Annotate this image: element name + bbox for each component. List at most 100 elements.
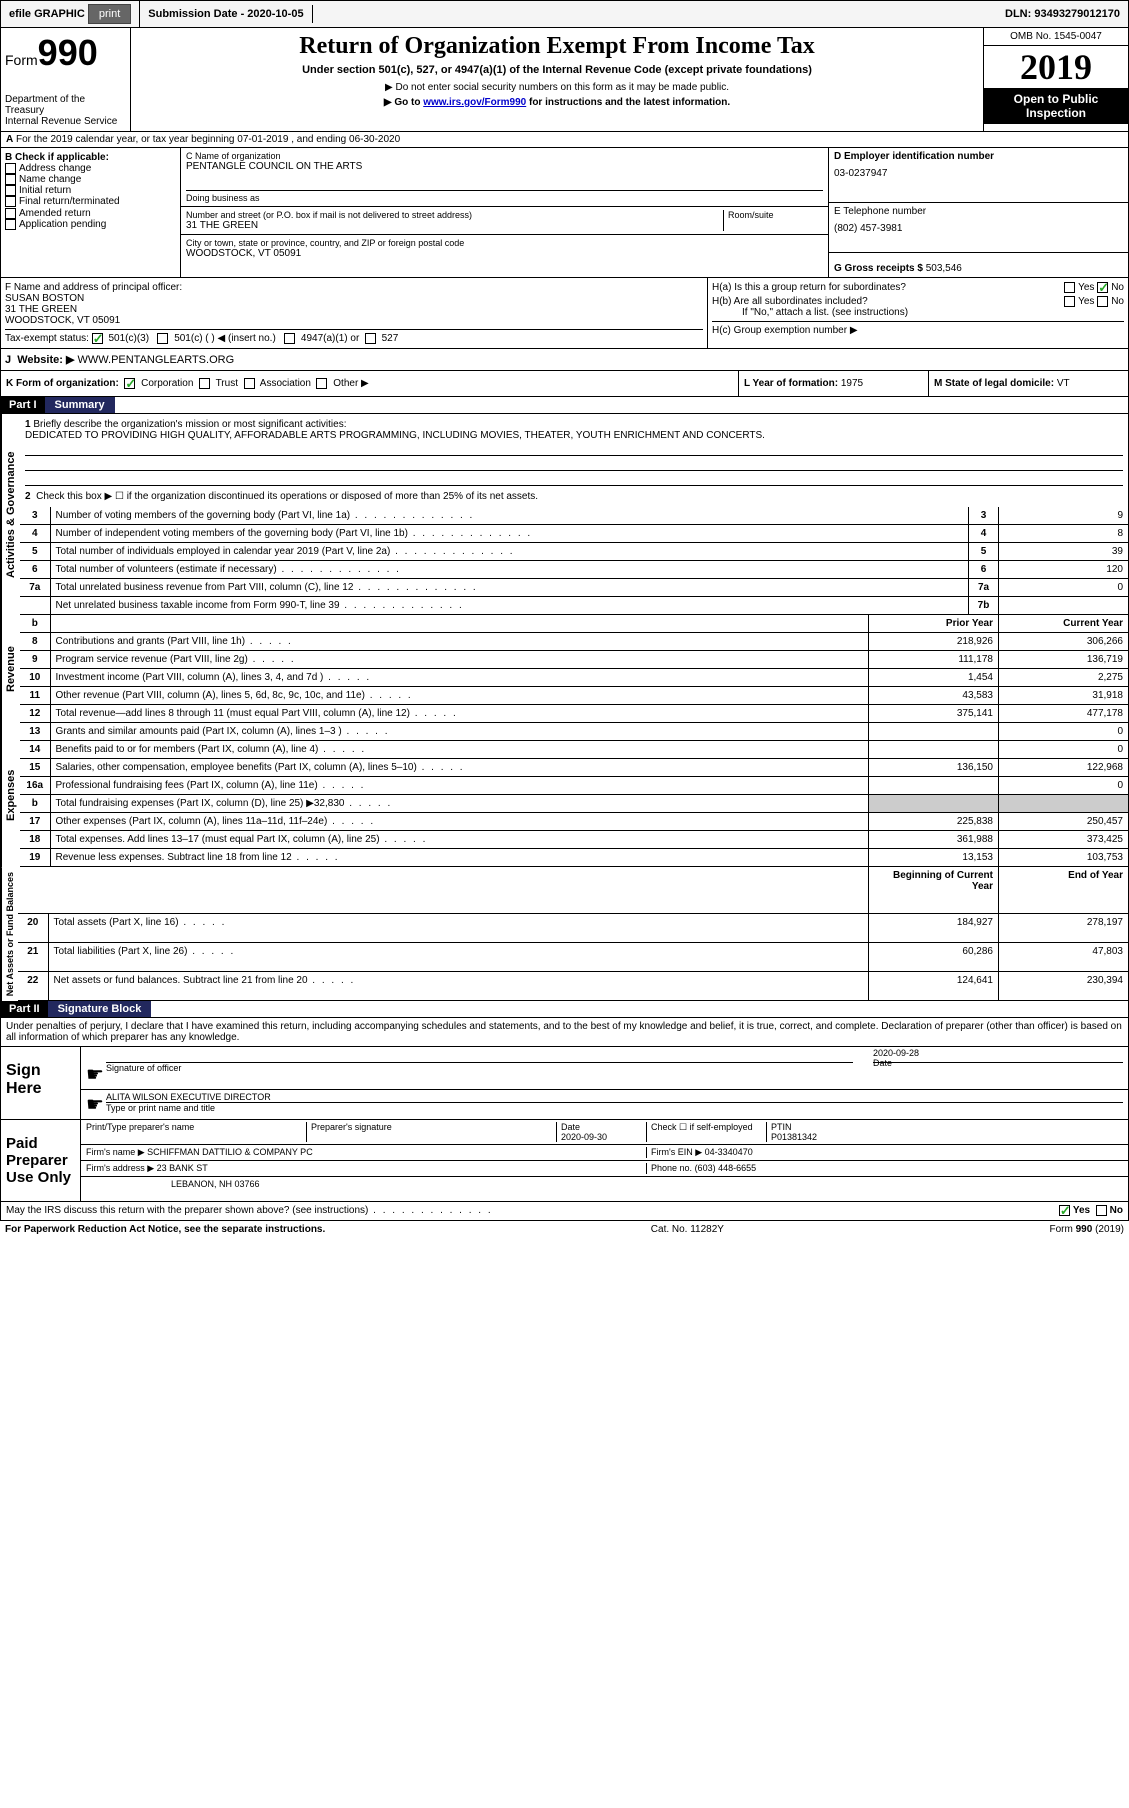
addr-label: Number and street (or P.O. box if mail i… bbox=[186, 210, 723, 220]
table-row: 19Revenue less expenses. Subtract line 1… bbox=[20, 849, 1129, 867]
check-corp[interactable] bbox=[124, 378, 135, 389]
check-assoc[interactable] bbox=[244, 378, 255, 389]
phone-cell: E Telephone number (802) 457-3981 bbox=[829, 203, 1128, 253]
officer-label: F Name and address of principal officer: bbox=[5, 282, 703, 293]
hb-yes[interactable] bbox=[1064, 296, 1075, 307]
ha-yes[interactable] bbox=[1064, 282, 1075, 293]
table-row: 10Investment income (Part VIII, column (… bbox=[20, 669, 1129, 687]
expenses-section: Expenses 13Grants and similar amounts pa… bbox=[0, 723, 1129, 867]
check-527[interactable] bbox=[365, 333, 376, 344]
table-row: 11Other revenue (Part VIII, column (A), … bbox=[20, 687, 1129, 705]
discuss-label: May the IRS discuss this return with the… bbox=[6, 1205, 493, 1216]
table-row: 12Total revenue—add lines 8 through 11 (… bbox=[20, 705, 1129, 723]
sig-officer-label: Signature of officer bbox=[106, 1062, 853, 1087]
open-public-badge: Open to Public Inspection bbox=[984, 88, 1128, 124]
row-klm: K Form of organization: Corporation Trus… bbox=[0, 371, 1129, 397]
firm-addr: 23 BANK ST bbox=[157, 1163, 208, 1173]
gross-value: 503,546 bbox=[926, 263, 962, 274]
row-j: J Website: ▶ WWW.PENTANGLEARTS.ORG bbox=[0, 349, 1129, 371]
q2: 2 Check this box ▶ ☐ if the organization… bbox=[25, 491, 1123, 502]
omb-number: OMB No. 1545-0047 bbox=[984, 28, 1128, 46]
col-d: D Employer identification number 03-0237… bbox=[828, 148, 1128, 277]
prior-year-header: Prior Year bbox=[869, 615, 999, 633]
officer-addr1: 31 THE GREEN bbox=[5, 304, 703, 315]
mission-text: DEDICATED TO PROVIDING HIGH QUALITY, AFF… bbox=[25, 430, 765, 441]
firm-phone-label: Phone no. bbox=[651, 1163, 692, 1173]
mission-box: 1 Briefly describe the organization's mi… bbox=[20, 414, 1129, 507]
check-501c[interactable] bbox=[157, 333, 168, 344]
table-row: 17Other expenses (Part IX, column (A), l… bbox=[20, 813, 1129, 831]
discuss-yes[interactable] bbox=[1059, 1205, 1070, 1216]
table-row: 18Total expenses. Add lines 13–17 (must … bbox=[20, 831, 1129, 849]
footer: For Paperwork Reduction Act Notice, see … bbox=[0, 1221, 1129, 1238]
table-row: 21Total liabilities (Part X, line 26)60,… bbox=[18, 943, 1129, 972]
ptin-value: P01381342 bbox=[771, 1132, 817, 1142]
form-title: Return of Organization Exempt From Incom… bbox=[136, 33, 978, 60]
cat-no: Cat. No. 11282Y bbox=[651, 1224, 724, 1235]
tax-status-label: Tax-exempt status: bbox=[5, 333, 89, 344]
check-other[interactable] bbox=[316, 378, 327, 389]
row-i: Tax-exempt status: 501(c)(3) 501(c) ( ) … bbox=[5, 329, 703, 344]
submission-cell: Submission Date - 2020-10-05 bbox=[140, 5, 312, 23]
check-amended[interactable]: Amended return bbox=[5, 208, 176, 219]
firm-city: LEBANON, NH 03766 bbox=[81, 1177, 1128, 1191]
ein-cell: D Employer identification number 03-0237… bbox=[829, 148, 1128, 203]
col-l: L Year of formation: 1975 bbox=[738, 371, 928, 396]
check-pending[interactable]: Application pending bbox=[5, 219, 176, 230]
gross-cell: G Gross receipts $ 503,546 bbox=[829, 253, 1128, 277]
part1-header: Part I Summary bbox=[0, 397, 1129, 414]
col-f: F Name and address of principal officer:… bbox=[1, 278, 708, 348]
gross-label: G Gross receipts $ bbox=[834, 263, 923, 274]
col-m: M State of legal domicile: VT bbox=[928, 371, 1128, 396]
hb-no[interactable] bbox=[1097, 296, 1108, 307]
city-cell: City or town, state or province, country… bbox=[181, 235, 828, 262]
irs-link[interactable]: www.irs.gov/Form990 bbox=[423, 97, 526, 108]
ptin-label: PTIN bbox=[771, 1122, 792, 1132]
part1-label: Part I bbox=[1, 397, 45, 413]
sign-date: 2020-09-28 bbox=[873, 1048, 1123, 1058]
sign-here-label: Sign Here bbox=[1, 1047, 81, 1119]
org-city: WOODSTOCK, VT 05091 bbox=[186, 248, 823, 259]
tax-year: 2019 bbox=[984, 46, 1128, 88]
revenue-section: Revenue bPrior YearCurrent Year 8Contrib… bbox=[0, 615, 1129, 723]
discuss-no[interactable] bbox=[1096, 1205, 1107, 1216]
check-initial[interactable]: Initial return bbox=[5, 185, 176, 196]
check-4947[interactable] bbox=[284, 333, 295, 344]
table-row: 13Grants and similar amounts paid (Part … bbox=[20, 723, 1129, 741]
table-row: 4Number of independent voting members of… bbox=[20, 525, 1129, 543]
check-final[interactable]: Final return/terminated bbox=[5, 196, 176, 207]
website-label: Website: ▶ bbox=[17, 354, 74, 366]
main-info: B Check if applicable: Address change Na… bbox=[0, 148, 1129, 278]
print-button[interactable]: print bbox=[88, 4, 131, 24]
prep-date-label: Date bbox=[561, 1122, 580, 1132]
table-row: 5Total number of individuals employed in… bbox=[20, 543, 1129, 561]
part2-header: Part II Signature Block bbox=[0, 1001, 1129, 1018]
check-trust[interactable] bbox=[199, 378, 210, 389]
netassets-table: Beginning of Current YearEnd of Year 20T… bbox=[18, 867, 1129, 1001]
room-label: Room/suite bbox=[723, 210, 823, 231]
vert-governance: Activities & Governance bbox=[1, 414, 20, 615]
check-address[interactable]: Address change bbox=[5, 163, 176, 174]
begin-year-header: Beginning of Current Year bbox=[869, 867, 999, 913]
end-year-header: End of Year bbox=[999, 867, 1129, 913]
prep-name-label: Print/Type preparer's name bbox=[86, 1122, 306, 1142]
spacer bbox=[313, 11, 997, 17]
current-year-header: Current Year bbox=[999, 615, 1129, 633]
firm-ein-label: Firm's EIN ▶ bbox=[651, 1147, 702, 1157]
col-c: C Name of organization PENTANGLE COUNCIL… bbox=[181, 148, 828, 277]
table-row: 8Contributions and grants (Part VIII, li… bbox=[20, 633, 1129, 651]
org-name-label: C Name of organization bbox=[186, 151, 823, 161]
prep-date: 2020-09-30 bbox=[561, 1132, 607, 1142]
table-row: Net unrelated business taxable income fr… bbox=[20, 597, 1129, 615]
check-name[interactable]: Name change bbox=[5, 174, 176, 185]
h-c: H(c) Group exemption number ▶ bbox=[712, 321, 1124, 336]
firm-ein: 04-3340470 bbox=[705, 1147, 753, 1157]
firm-addr-label: Firm's address ▶ bbox=[86, 1163, 154, 1173]
website-value: WWW.PENTANGLEARTS.ORG bbox=[77, 354, 234, 366]
form-header: Form990 Department of the Treasury Inter… bbox=[0, 28, 1129, 132]
ha-no[interactable] bbox=[1097, 282, 1108, 293]
dept-treasury: Department of the Treasury bbox=[5, 94, 126, 116]
sign-date-label: Date bbox=[873, 1058, 892, 1068]
check-501c3[interactable] bbox=[92, 333, 103, 344]
part2-title: Signature Block bbox=[48, 1001, 152, 1017]
